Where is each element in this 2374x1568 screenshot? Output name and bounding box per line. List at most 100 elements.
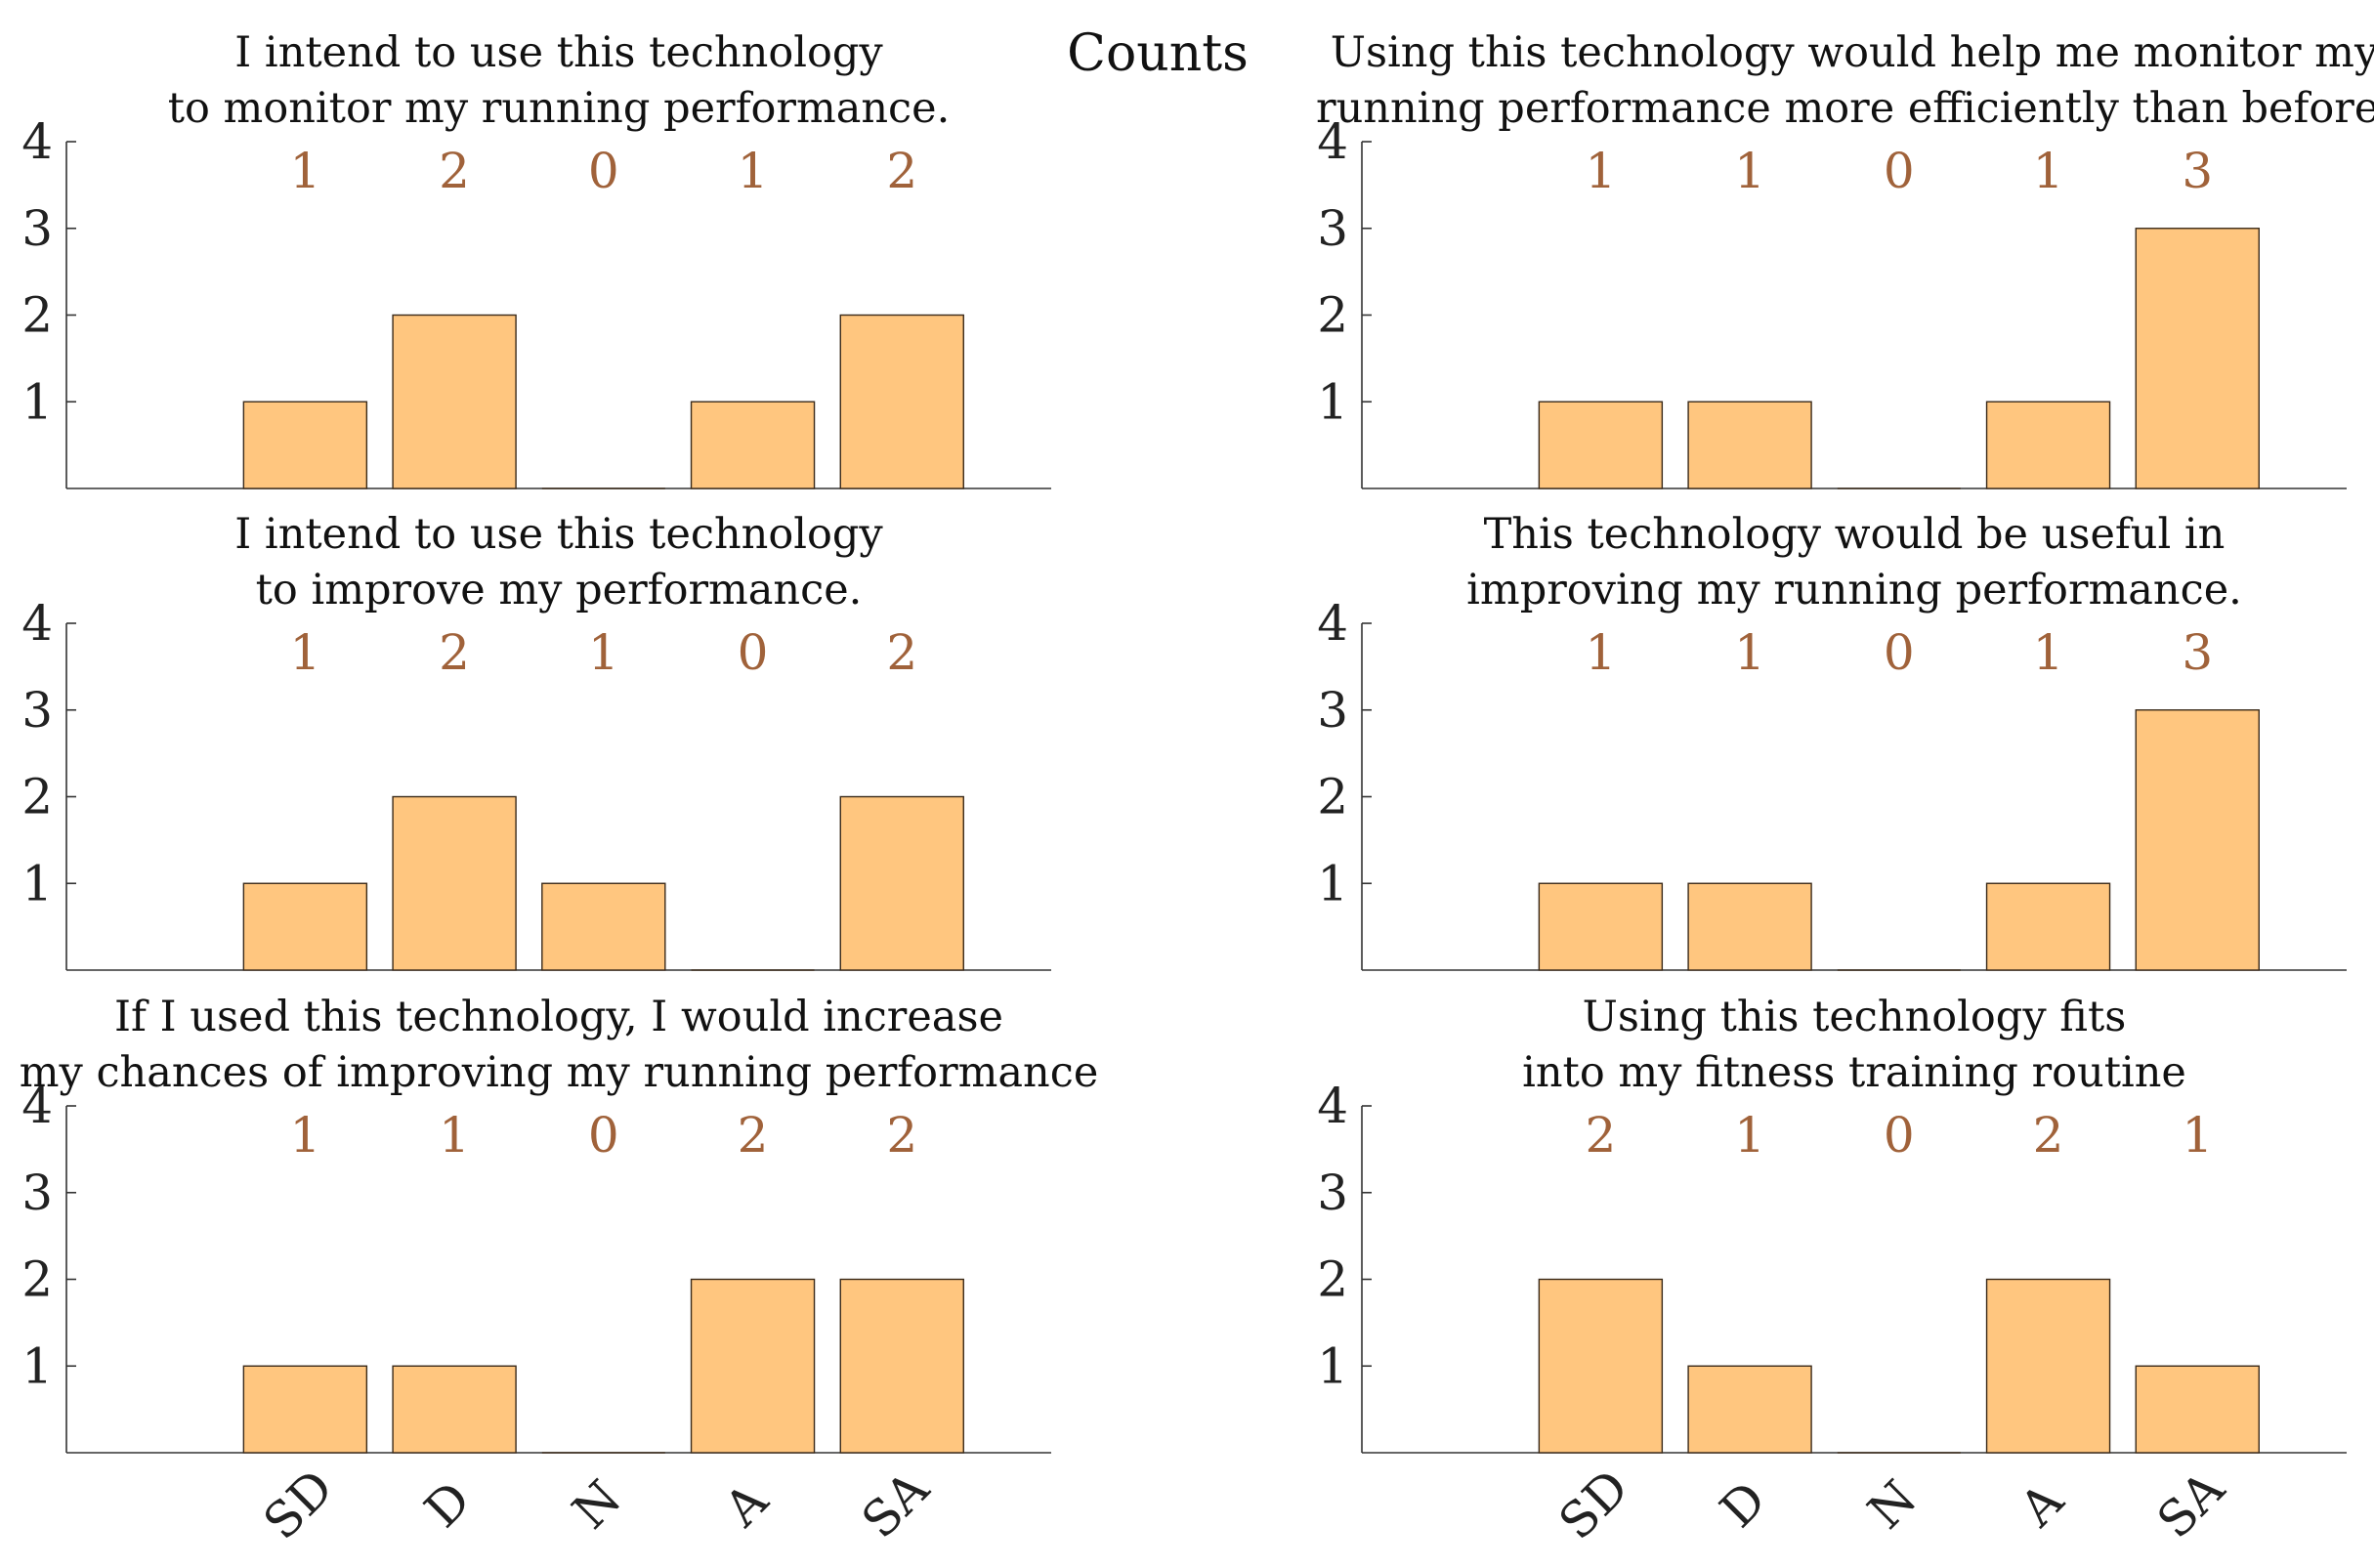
data-label-n: 0 <box>588 1107 619 1164</box>
bar-sa <box>839 1278 964 1454</box>
bar-sd <box>242 1365 368 1454</box>
chart-panel-5: If I used this technology, I would incre… <box>20 993 1099 1550</box>
chart-panel-2: Using this technology would help me moni… <box>1316 28 2374 489</box>
data-label-a: 0 <box>738 624 769 681</box>
data-label-sa: 3 <box>2182 624 2213 681</box>
panels: I intend to use this technology to monito… <box>20 28 2374 1550</box>
data-label-sd: 1 <box>289 1107 320 1164</box>
y-tick-label: 2 <box>21 769 53 826</box>
chart-title-line: Using this technology would help me moni… <box>1331 28 2374 77</box>
data-label-n: 0 <box>588 143 619 199</box>
bar-sa <box>2135 709 2260 971</box>
data-label-d: 1 <box>1734 624 1765 681</box>
chart-title: Using this technology fits into my fitnes… <box>1522 993 2186 1097</box>
data-label-d: 1 <box>439 1107 470 1164</box>
chart-title: I intend to use this technology to improv… <box>234 510 883 614</box>
data-label-sd: 1 <box>1585 624 1616 681</box>
data-label-sa: 3 <box>2182 143 2213 199</box>
chart-title-line: This technology would be useful in <box>1484 510 2226 559</box>
y-tick-label: 3 <box>21 200 53 257</box>
bar-sd <box>1538 882 1664 971</box>
bar-sa <box>839 795 964 971</box>
bar-d <box>1687 1365 1812 1454</box>
data-label-n: 1 <box>588 624 619 681</box>
x-tick-label-a: A <box>2009 1471 2075 1538</box>
y-tick-label: 2 <box>21 1251 53 1308</box>
bar-n <box>541 882 666 971</box>
chart-panel-1: I intend to use this technology to monito… <box>21 28 1051 489</box>
data-label-a: 1 <box>738 143 769 199</box>
bar-d <box>1687 882 1812 971</box>
y-tick-label: 1 <box>1317 373 1348 430</box>
chart-title-line: my chances of improving my running perfo… <box>20 1048 1099 1097</box>
x-tick-label-d: D <box>1710 1470 1777 1538</box>
data-label-sa: 2 <box>886 624 917 681</box>
data-label-sa: 2 <box>886 143 917 199</box>
data-label-a: 2 <box>738 1107 769 1164</box>
y-tick-label: 3 <box>1317 1165 1348 1221</box>
chart-title-line: improving my running performance. <box>1466 566 2242 614</box>
y-tick-label: 3 <box>1317 200 1348 257</box>
y-tick-label: 4 <box>1317 1078 1348 1134</box>
bar-a <box>690 1278 816 1454</box>
data-label-a: 2 <box>2033 1107 2064 1164</box>
data-label-sd: 1 <box>289 624 320 681</box>
data-label-sa: 2 <box>886 1107 917 1164</box>
y-tick-label: 1 <box>1317 855 1348 911</box>
y-tick-label: 1 <box>1317 1337 1348 1394</box>
data-label-a: 1 <box>2033 624 2064 681</box>
y-tick-label: 1 <box>21 855 53 911</box>
x-tick-label-d: D <box>414 1470 482 1538</box>
chart-title-line: I intend to use this technology <box>234 28 883 77</box>
y-tick-label: 3 <box>1317 682 1348 739</box>
data-label-n: 0 <box>1884 624 1915 681</box>
bar-d <box>392 314 517 489</box>
y-tick-label: 4 <box>21 1078 53 1134</box>
y-tick-label: 1 <box>21 1337 53 1394</box>
x-tick-label-a: A <box>713 1471 780 1538</box>
bar-a <box>1985 882 2111 971</box>
data-label-sa: 1 <box>2182 1107 2213 1164</box>
chart-title-line: running performance more efficiently tha… <box>1316 84 2374 133</box>
data-label-d: 1 <box>1734 1107 1765 1164</box>
y-tick-label: 2 <box>1317 287 1348 344</box>
bar-d <box>392 1365 517 1454</box>
bar-sa <box>2135 228 2260 489</box>
y-tick-label: 4 <box>1317 595 1348 652</box>
x-tick-label-sd: SD <box>1548 1459 1640 1550</box>
x-tick-label-n: N <box>1857 1469 1928 1540</box>
chart-title-line: Using this technology fits <box>1583 993 2127 1041</box>
data-label-sd: 1 <box>289 143 320 199</box>
y-tick-label: 2 <box>21 287 53 344</box>
y-tick-label: 1 <box>21 373 53 430</box>
data-label-d: 2 <box>439 143 470 199</box>
x-tick-label-sa: SA <box>851 1460 940 1548</box>
data-label-a: 1 <box>2033 143 2064 199</box>
bar-a <box>1985 1278 2111 1454</box>
y-tick-label: 2 <box>1317 1251 1348 1308</box>
y-tick-label: 3 <box>21 682 53 739</box>
x-tick-label-sa: SA <box>2146 1460 2235 1548</box>
chart-title-line: to monitor my running performance. <box>168 84 951 133</box>
chart-title: If I used this technology, I would incre… <box>20 993 1099 1097</box>
x-tick-label-sd: SD <box>253 1459 345 1550</box>
y-tick-label: 2 <box>1317 769 1348 826</box>
chart-title-line: If I used this technology, I would incre… <box>114 993 1003 1041</box>
data-label-d: 2 <box>439 624 470 681</box>
data-label-n: 0 <box>1884 143 1915 199</box>
bar-a <box>690 401 816 489</box>
data-label-sd: 1 <box>1585 143 1616 199</box>
data-label-n: 0 <box>1884 1107 1915 1164</box>
chart-title: I intend to use this technology to monito… <box>168 28 951 133</box>
y-tick-label: 3 <box>21 1165 53 1221</box>
bar-sa <box>2135 1365 2260 1454</box>
bar-sa <box>839 314 964 489</box>
bar-d <box>1687 401 1812 489</box>
y-tick-label: 4 <box>1317 113 1348 170</box>
bar-sd <box>242 401 368 489</box>
bar-a <box>1985 401 2111 489</box>
bar-sd <box>1538 401 1664 489</box>
figure-title: Counts <box>1067 24 1249 83</box>
chart-title: Using this technology would help me moni… <box>1316 28 2374 133</box>
